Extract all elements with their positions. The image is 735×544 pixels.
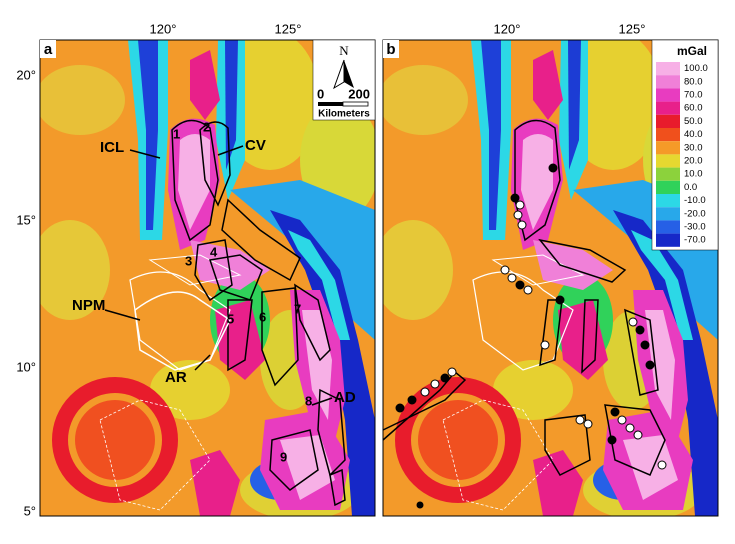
panel-label-box [40, 40, 56, 58]
map-label: AR [165, 369, 187, 386]
legend-label: -30.0 [684, 222, 706, 233]
npm-outline [134, 291, 231, 371]
scale-bar: N 0 200 Kilometers [312, 39, 376, 121]
legend-label: 100.0 [684, 63, 708, 74]
axis-labels: 120° 125° 120° 125° 20° 15° 10° 5° [16, 21, 645, 518]
legend-swatch [656, 180, 680, 194]
panel-frame [382, 39, 719, 517]
map-label: 5 [227, 311, 234, 326]
legend-label: -20.0 [684, 208, 706, 219]
longitude-label: 125° [275, 21, 302, 36]
legend-label: 20.0 [684, 156, 703, 167]
legend-label: 0.0 [684, 182, 697, 193]
map-label: 9 [280, 449, 287, 464]
legend-swatch [656, 62, 680, 76]
map-label: 4 [210, 244, 218, 259]
map-label: 2 [203, 119, 210, 134]
legend-swatch [656, 154, 680, 168]
latitude-label: 5° [24, 503, 36, 518]
scale-start: 0 [317, 86, 324, 101]
legend-swatch [656, 207, 680, 221]
longitude-label: 120° [494, 21, 521, 36]
legend-swatch [656, 220, 680, 234]
latitude-label: 15° [16, 212, 36, 227]
map-label: AD [334, 389, 356, 406]
latitude-label: 20° [16, 67, 36, 82]
legend-swatch [656, 233, 680, 247]
north-label: N [339, 43, 349, 58]
legend-swatch [656, 128, 680, 142]
map-labels: ICL CV 1 2 3 4 5 6 7 8 9 NPM AR AD [72, 119, 356, 464]
longitude-label: 120° [150, 21, 177, 36]
map-label: NPM [72, 297, 105, 314]
legend-label: 60.0 [684, 103, 703, 114]
label-arrows [104, 145, 333, 406]
legend-label: 50.0 [684, 116, 703, 127]
map-label: 6 [259, 309, 266, 324]
legend: mGal 100.0 80.0 70.0 60.0 50.0 40.0 30.0 20.0 10… [651, 39, 719, 251]
map-label: 1 [173, 126, 180, 141]
legend-swatch [656, 141, 680, 155]
legend-label: -70.0 [684, 235, 706, 246]
legend-label: 80.0 [684, 76, 703, 87]
panel-label-box [383, 40, 399, 58]
legend-swatch [656, 88, 680, 102]
legend-swatch [656, 101, 680, 115]
scale-unit: Kilometers [318, 109, 370, 120]
panel-frame [39, 39, 376, 517]
legend-label: 70.0 [684, 90, 703, 101]
map-label: 3 [185, 253, 192, 268]
panel-label: b [386, 41, 395, 58]
sample-points [395, 163, 667, 509]
legend-swatch [656, 167, 680, 181]
map-label: 8 [305, 393, 312, 408]
latitude-label: 10° [16, 359, 36, 374]
legend-label: -10.0 [684, 195, 706, 206]
map-label: CV [245, 137, 266, 154]
legend-swatch [656, 114, 680, 128]
map-label: ICL [100, 139, 124, 156]
domain-outlines [171, 119, 346, 507]
panel-label: a [44, 41, 53, 58]
longitude-label: 125° [619, 21, 646, 36]
legend-label: 40.0 [684, 129, 703, 140]
legend-swatch [656, 75, 680, 89]
map-label: 7 [294, 301, 301, 316]
legend-label: 30.0 [684, 142, 703, 153]
legend-swatch [656, 194, 680, 208]
legend-title: mGal [677, 44, 707, 58]
scale-end: 200 [348, 86, 370, 101]
legend-label: 10.0 [684, 169, 703, 180]
